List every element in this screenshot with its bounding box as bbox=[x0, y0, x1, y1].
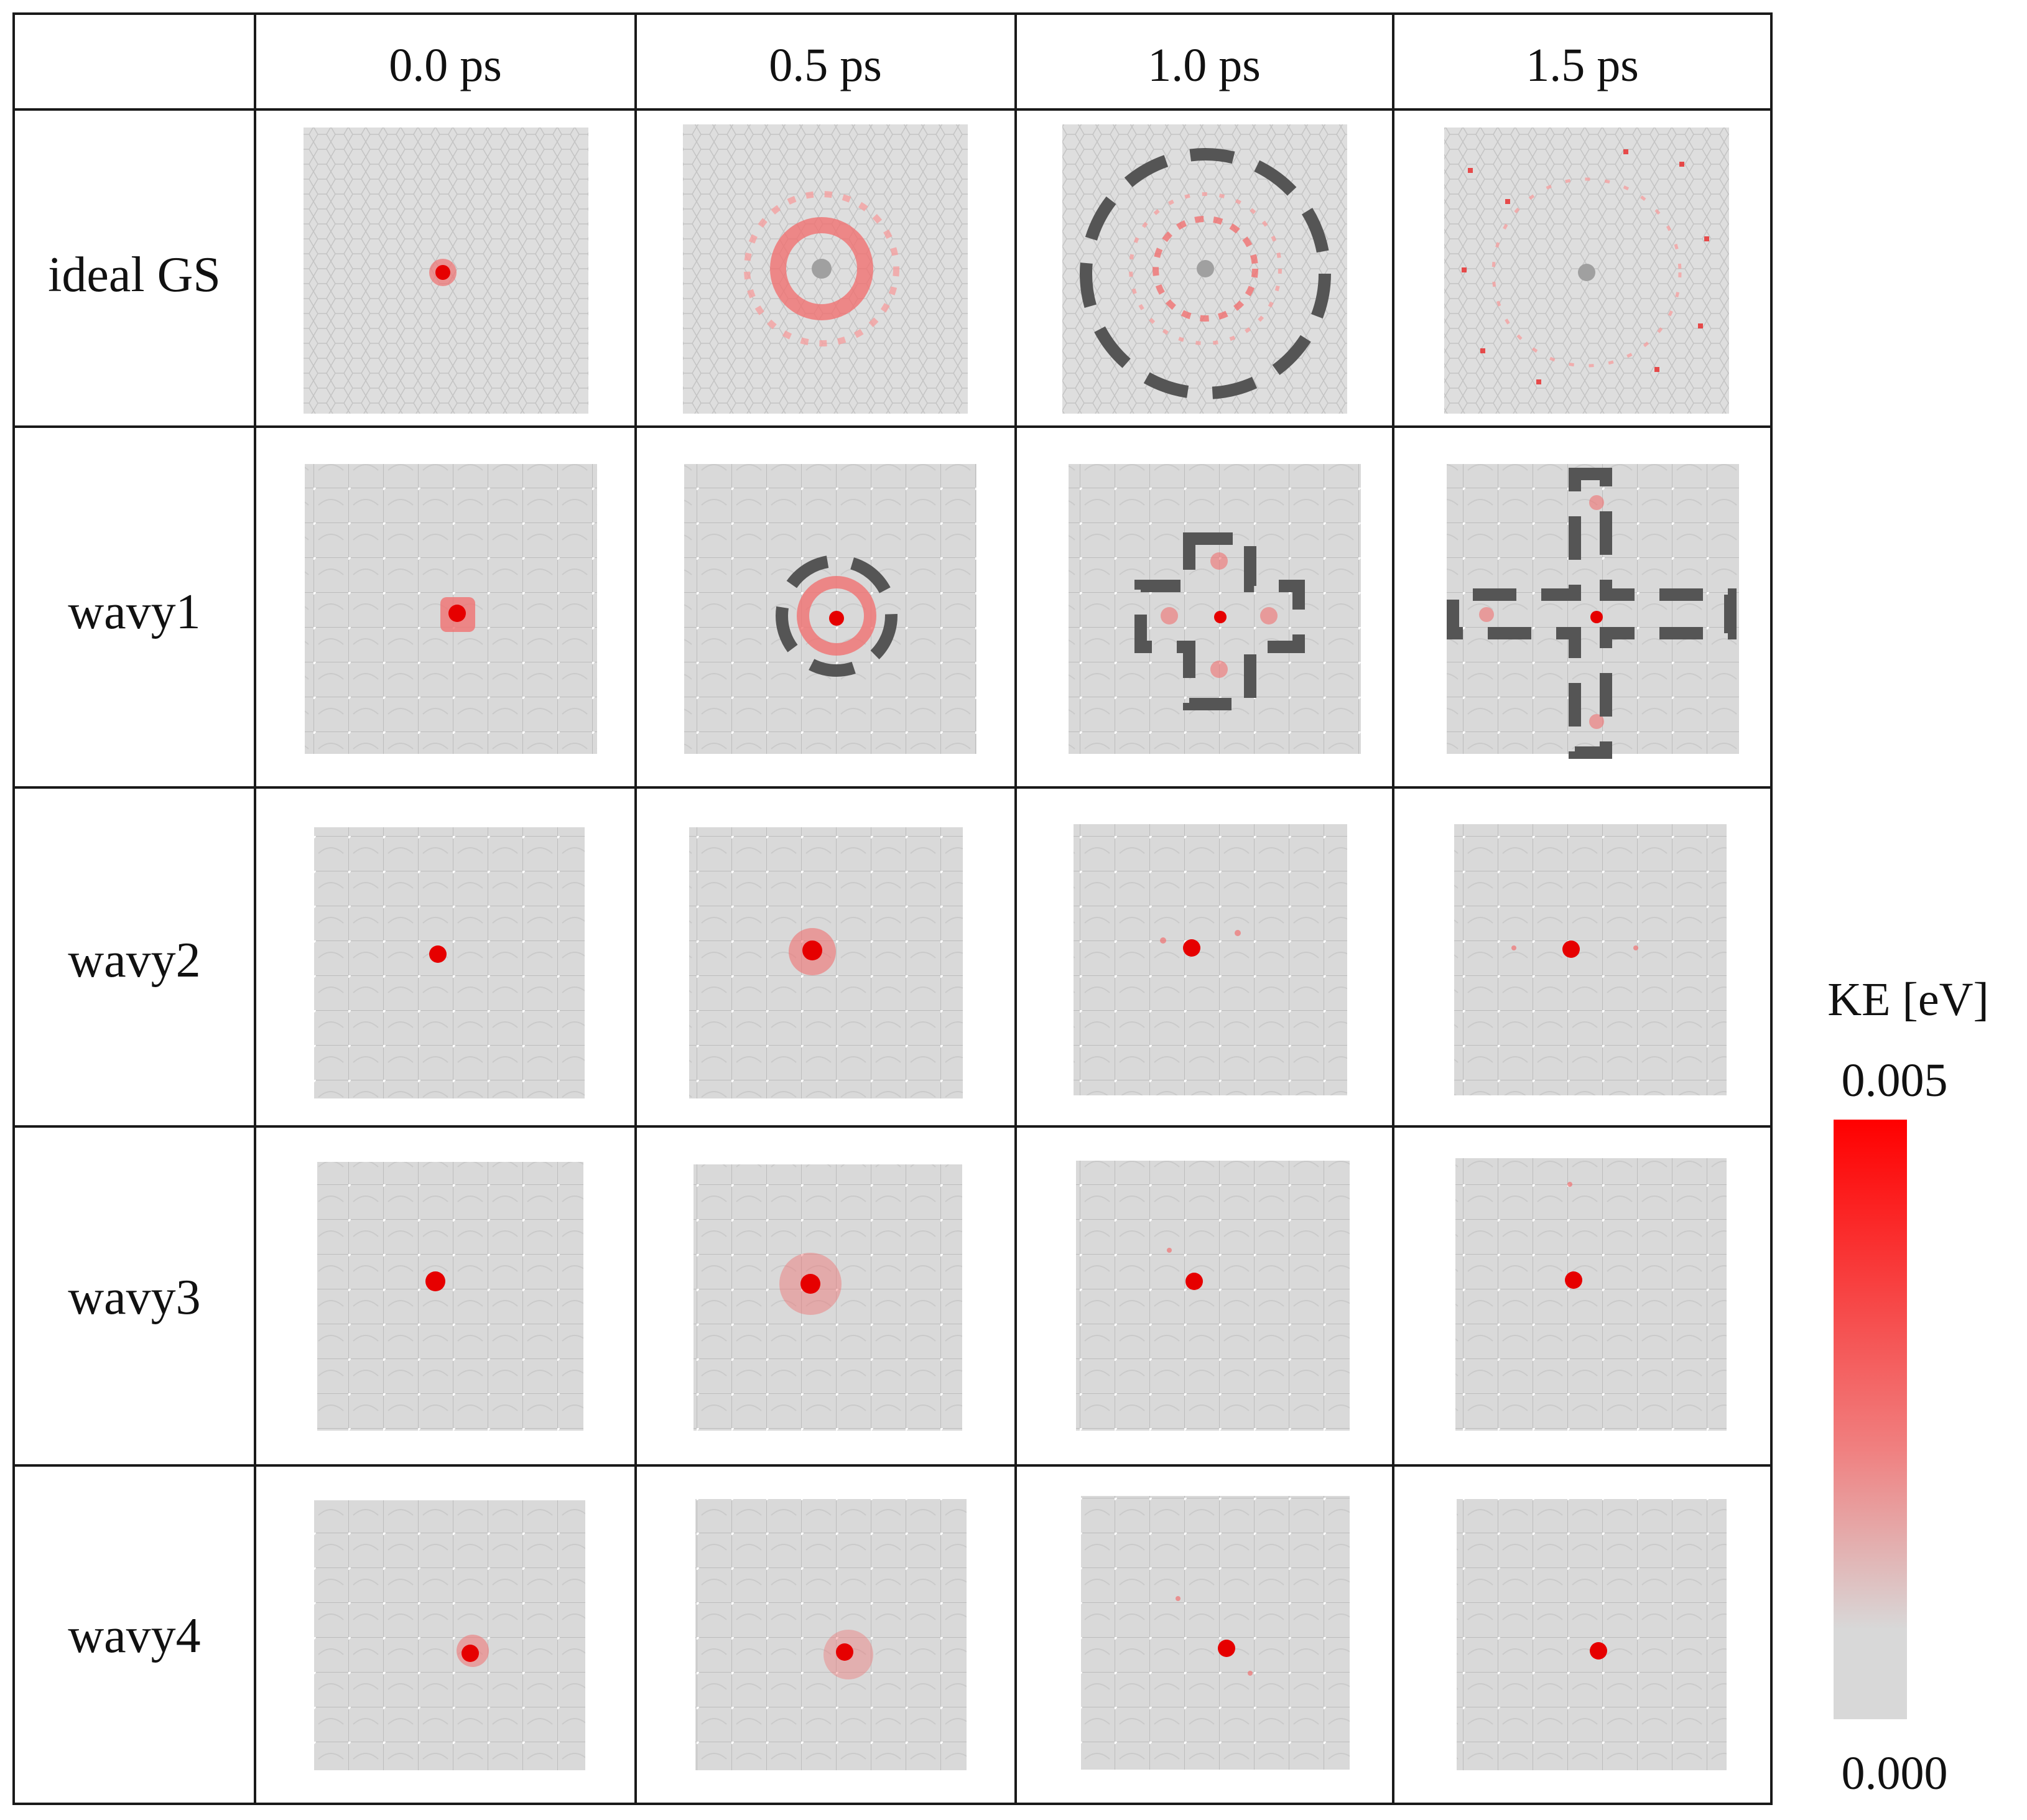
row-label-wavy1: wavy1 bbox=[68, 585, 200, 639]
panel-wavy1-15ps bbox=[1447, 464, 1739, 759]
panel-wavy4-05ps bbox=[695, 1499, 967, 1770]
colorbar-max-label: 0.005 bbox=[1842, 1054, 1948, 1107]
panel-ideal-gs-05ps bbox=[683, 124, 968, 414]
dashed-circle-marker bbox=[1080, 148, 1331, 399]
column-header-05ps: 0.5 ps bbox=[769, 39, 882, 91]
panel-wavy3-10ps bbox=[1076, 1161, 1350, 1431]
dashed-plus-marker bbox=[1447, 468, 1737, 759]
panel-wavy4-15ps bbox=[1457, 1499, 1727, 1770]
panel-wavy2-0ps bbox=[314, 827, 585, 1098]
panel-wavy4-0ps bbox=[314, 1500, 585, 1770]
panel-wavy3-0ps bbox=[317, 1162, 583, 1431]
panel-wavy2-15ps bbox=[1454, 824, 1727, 1095]
panel-ideal-gs-10ps bbox=[1062, 124, 1347, 414]
dashed-circle-marker bbox=[776, 555, 898, 677]
column-header-10ps: 1.0 ps bbox=[1148, 39, 1261, 91]
row-label-wavy2: wavy2 bbox=[68, 933, 200, 988]
colorbar: KE [eV] 0.005 0.000 bbox=[1827, 973, 1989, 1799]
panel-wavy1-05ps bbox=[684, 464, 976, 754]
panel-ideal-gs-0ps bbox=[304, 128, 588, 414]
panel-wavy1-0ps bbox=[305, 464, 597, 754]
column-header-0ps: 0.0 ps bbox=[389, 39, 502, 91]
panel-wavy3-15ps bbox=[1455, 1158, 1727, 1431]
panel-wavy2-10ps bbox=[1074, 824, 1347, 1095]
dashed-cross-marker bbox=[1134, 532, 1305, 710]
panel-wavy3-05ps bbox=[693, 1164, 962, 1431]
colorbar-title: KE [eV] bbox=[1827, 973, 1989, 1026]
row-label-wavy4: wavy4 bbox=[68, 1609, 200, 1663]
column-header-15ps: 1.5 ps bbox=[1526, 39, 1639, 91]
row-label-ideal-gs: ideal GS bbox=[48, 248, 221, 302]
colorbar-min-label: 0.000 bbox=[1842, 1747, 1948, 1799]
panel-wavy1-10ps bbox=[1069, 464, 1361, 754]
colorbar-gradient bbox=[1834, 1120, 1907, 1719]
row-label-wavy3: wavy3 bbox=[68, 1270, 200, 1325]
table-frame bbox=[12, 12, 1773, 1805]
panel-ideal-gs-15ps bbox=[1444, 128, 1729, 414]
panel-wavy4-10ps bbox=[1081, 1496, 1350, 1770]
panel-wavy2-05ps bbox=[689, 827, 963, 1098]
